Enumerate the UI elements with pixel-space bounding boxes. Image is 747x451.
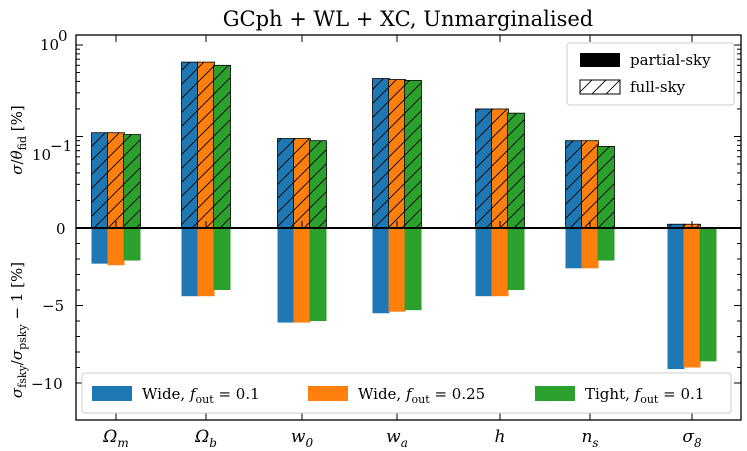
bar-lower-s0-σ8 (667, 228, 685, 370)
bar-lower-s2-w0 (309, 228, 327, 321)
x-label-Ωm: Ωm (102, 427, 129, 450)
bar-lower-s0-ns (565, 228, 583, 269)
bar-lower-s0-Ωb (181, 228, 199, 297)
ytick-label-zero: 0 (56, 220, 66, 238)
bar-lower-s2-ns (597, 228, 615, 261)
x-label-σ8: σ8 (682, 427, 702, 450)
svg-text:0: 0 (58, 27, 68, 45)
bar-hatch-s1-ns (581, 140, 599, 229)
bar-hatch-s0-w0 (277, 138, 295, 229)
svg-text:σ/θfid [%]: σ/θfid [%] (8, 105, 29, 174)
legend-partial-sky-swatch (580, 53, 620, 67)
bar-lower-s1-ns (581, 228, 599, 269)
bar-lower-s1-wa (388, 228, 406, 312)
legend-series-label-0: Wide, fout = 0.1 (142, 385, 260, 406)
bar-hatch-s1-h (491, 108, 509, 229)
bar-lower-s1-Ωm (107, 228, 125, 266)
bar-lower-s1-h (491, 228, 509, 297)
bar-hatch-s2-ns (597, 145, 615, 229)
plot-frame (75, 34, 742, 421)
bar-lower-s1-Ωb (197, 228, 215, 297)
bar-lower-s2-σ8 (699, 228, 717, 362)
legend-full-sky-swatch (579, 79, 621, 95)
x-label-h: h (495, 427, 506, 447)
x-label-Ωb: Ωb (194, 427, 217, 450)
ytick-label-1e-1: 10 −1 (32, 137, 72, 164)
legend-sky: partial-sky full-sky (566, 42, 735, 106)
legend-series-swatch-2 (535, 386, 575, 401)
legend-series-label-1: Wide, fout = 0.25 (358, 385, 485, 406)
legend-full-sky-label: full-sky (630, 78, 686, 96)
bar-hatch-s0-ns (565, 140, 583, 229)
svg-text:σfsky/σpsky − 1 [%]: σfsky/σpsky − 1 [%] (8, 262, 29, 398)
bar-hatch-s0-Ωm (91, 132, 109, 229)
bar-hatch-s1-Ωb (197, 61, 215, 229)
bar-hatch-s1-w0 (293, 138, 311, 229)
bar-hatch-s0-h (475, 108, 493, 229)
bar-hatch-s2-wa (404, 80, 422, 229)
x-label-w0: w0 (291, 427, 314, 450)
bar-lower-s0-h (475, 228, 493, 297)
x-label-wa: wa (386, 427, 408, 450)
svg-text:−1: −1 (50, 137, 72, 155)
svg-text:10: 10 (40, 36, 59, 54)
axis-ticks (76, 35, 741, 420)
bar-lower-s0-wa (372, 228, 390, 314)
bar-hatch-s2-Ωm (123, 134, 141, 229)
bar-lower-s2-h (507, 228, 525, 290)
bar-lower-s2-Ωb (213, 228, 231, 290)
legend-series-swatch-0 (92, 386, 132, 401)
bar-hatch-s0-wa (372, 78, 390, 229)
chart-title: GCph + WL + XC, Unmarginalised (223, 7, 593, 31)
upper-ylabel: σ/θfid [%] (8, 105, 29, 174)
bars-group (91, 61, 717, 370)
bar-hatch-s0-Ωb (181, 61, 199, 229)
ytick-label-1e0: 10 0 (40, 27, 68, 54)
ytick-label-minus10: −10 (31, 375, 63, 393)
ytick-label-minus5: −5 (42, 297, 64, 315)
bar-lower-s0-w0 (277, 228, 295, 323)
lower-ylabel: σfsky/σpsky − 1 [%] (8, 262, 29, 398)
bar-hatch-s2-h (507, 112, 525, 229)
bar-lower-s1-σ8 (683, 228, 701, 368)
bar-lower-s2-Ωm (123, 228, 141, 261)
bar-lower-s1-w0 (293, 228, 311, 323)
x-tick-labels: Ωm Ωb w0 wa h ns σ8 (102, 427, 702, 450)
bar-hatch-s1-Ωm (107, 132, 125, 229)
bar-lower-s2-wa (404, 228, 422, 311)
legend-series: Wide, fout = 0.1 Wide, fout = 0.25 Tight, … (81, 372, 732, 414)
legend-series-label-2: Tight, fout = 0.1 (585, 385, 704, 406)
legend-series-swatch-1 (308, 386, 348, 401)
bar-hatch-s2-w0 (309, 140, 327, 229)
legend-partial-sky-label: partial-sky (630, 51, 711, 69)
svg-text:10: 10 (32, 146, 51, 164)
bar-hatch-s1-wa (388, 79, 406, 229)
bar-lower-s0-Ωm (91, 228, 109, 264)
x-label-ns: ns (581, 427, 598, 450)
bar-hatch-s2-Ωb (213, 64, 231, 229)
